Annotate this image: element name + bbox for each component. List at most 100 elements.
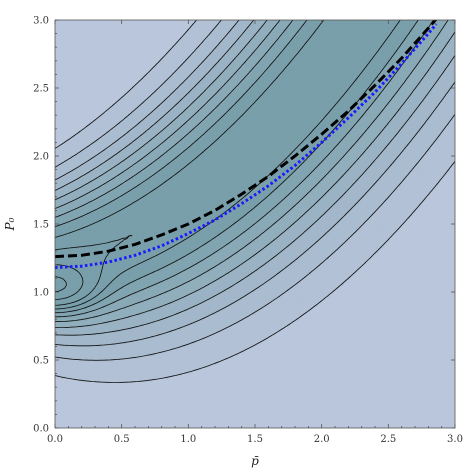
contour-band-cell: [269, 302, 273, 307]
contour-band-cell: [109, 299, 113, 304]
contour-band-cell: [280, 314, 285, 318]
contour-band-cell: [146, 250, 150, 254]
contour-band-cell: [163, 288, 168, 292]
contour-band-cell: [255, 261, 259, 266]
contour-band-cell: [183, 285, 188, 289]
contour-band-cell: [277, 296, 282, 301]
contour-band-cell: [237, 270, 242, 275]
contour-band-cell: [372, 235, 376, 240]
contour-band-cell: [200, 250, 205, 254]
contour-band-cell: [209, 267, 213, 272]
contour-band-cell: [266, 279, 270, 283]
contour-band-cell: [229, 270, 233, 275]
contour-band-cell: [60, 352, 65, 356]
contour-band-cell: [143, 372, 148, 377]
contour-band-cell: [260, 320, 265, 324]
contour-band-cell: [195, 331, 199, 336]
contour-band-cell: [189, 235, 193, 240]
contour-band-cell: [69, 302, 73, 307]
contour-band-cell: [149, 258, 153, 263]
contour-band-cell: [209, 343, 213, 347]
contour-band-cell: [60, 305, 65, 310]
contour-band-cell: [215, 331, 219, 336]
contour-band-cell: [275, 299, 279, 304]
contour-band-cell: [289, 253, 293, 257]
contour-band-cell: [243, 311, 248, 315]
contour-band-cell: [75, 232, 79, 237]
contour-band-cell: [226, 320, 230, 324]
contour-band-cell: [149, 250, 153, 254]
contour-band-cell: [66, 282, 70, 286]
contour-band-cell: [135, 288, 139, 292]
contour-band-cell: [309, 302, 313, 307]
contour-band-cell: [175, 323, 179, 327]
contour-band-cell: [109, 308, 113, 313]
contour-band-cell: [323, 273, 328, 278]
contour-band-cell: [235, 276, 239, 280]
contour-band-cell: [197, 328, 202, 333]
contour-band-cell: [306, 273, 310, 278]
contour-band-cell: [232, 311, 236, 315]
contour-band-cell: [129, 247, 133, 251]
contour-band-cell: [137, 264, 142, 269]
contour-band-cell: [69, 360, 73, 365]
contour-band-cell: [123, 360, 128, 365]
contour-band-cell: [283, 241, 288, 245]
contour-band-cell: [100, 267, 105, 272]
contour-band-cell: [243, 276, 248, 280]
contour-band-cell: [66, 317, 70, 321]
contour-band-cell: [115, 317, 119, 321]
contour-band-cell: [226, 296, 230, 301]
contour-band-cell: [140, 235, 145, 240]
contour-band-cell: [189, 311, 193, 315]
contour-band-cell: [295, 288, 299, 292]
contour-band-cell: [72, 326, 76, 330]
contour-band-cell: [77, 355, 82, 359]
contour-band-cell: [197, 291, 202, 295]
contour-band-cell: [77, 375, 82, 380]
contour-band-cell: [223, 314, 228, 318]
contour-band-cell: [172, 352, 176, 356]
contour-band-cell: [92, 326, 96, 330]
contour-band-cell: [372, 241, 376, 245]
contour-band-cell: [346, 273, 350, 278]
contour-band-cell: [260, 282, 265, 286]
contour-band-cell: [149, 358, 153, 362]
contour-band-cell: [306, 250, 310, 254]
contour-band-cell: [152, 238, 156, 243]
contour-band-cell: [212, 360, 216, 365]
contour-band-cell: [166, 317, 170, 321]
contour-band-cell: [286, 256, 290, 260]
contour-band-cell: [203, 340, 208, 345]
contour-band-cell: [257, 273, 262, 278]
contour-band-cell: [266, 334, 270, 339]
contour-band-cell: [189, 250, 193, 254]
contour-band-cell: [112, 250, 116, 254]
contour-band-cell: [369, 253, 373, 257]
contour-band-cell: [117, 261, 122, 266]
contour-band-cell: [257, 264, 262, 269]
contour-band-cell: [63, 372, 68, 377]
contour-band-cell: [323, 285, 328, 289]
contour-band-cell: [126, 346, 130, 350]
contour-band-cell: [189, 343, 193, 347]
contour-band-cell: [269, 326, 273, 330]
contour-band-cell: [77, 328, 82, 333]
contour-band-cell: [66, 323, 70, 327]
contour-band-cell: [263, 256, 268, 260]
contour-band-cell: [172, 360, 176, 365]
contour-band-cell: [175, 276, 179, 280]
contour-band-cell: [126, 244, 130, 248]
contour-band-cell: [160, 302, 165, 307]
contour-band-cell: [335, 270, 339, 275]
contour-band-cell: [286, 258, 290, 263]
contour-band-cell: [166, 346, 170, 350]
contour-band-cell: [257, 299, 262, 304]
contour-band-cell: [352, 264, 356, 269]
contour-band-cell: [55, 261, 59, 266]
contour-band-cell: [77, 314, 82, 318]
contour-band-cell: [72, 328, 76, 333]
contour-band-cell: [275, 256, 279, 260]
contour-band-cell: [329, 241, 333, 245]
contour-band-cell: [157, 323, 162, 327]
